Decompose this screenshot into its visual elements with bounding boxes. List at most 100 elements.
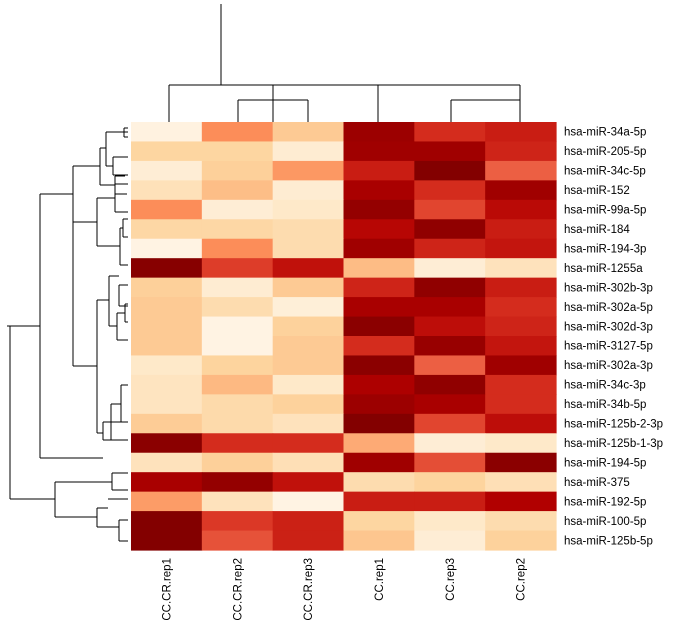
heatmap-cell — [485, 180, 557, 201]
heatmap-cell — [343, 219, 415, 240]
heatmap-cell — [343, 491, 415, 512]
heatmap-cell — [414, 316, 486, 337]
heatmap-cell — [131, 160, 203, 181]
heatmap-cell — [131, 413, 203, 434]
heatmap-cell — [343, 452, 415, 473]
heatmap-cell — [414, 277, 486, 298]
heatmap-cell — [485, 491, 557, 512]
heatmap-cell — [272, 199, 345, 220]
heatmap-cell — [485, 316, 557, 337]
heatmap-cell — [201, 160, 274, 181]
heatmap-cell — [201, 452, 274, 473]
heatmap-cell — [201, 374, 274, 395]
heatmap-cell — [201, 122, 274, 143]
column-dendrogram-left-inner — [237, 85, 309, 122]
heatmap-cell — [201, 413, 274, 434]
column-labels: CC.CR.rep1 CC.CR.rep2 CC.CR.rep3 CC.rep1 CC.… — [161, 558, 527, 621]
heatmap-cell — [414, 394, 486, 415]
row-labels: hsa-miR-34a-5p hsa-miR-205-5p hsa-miR-34c-… — [564, 127, 663, 548]
heatmap-cell — [131, 122, 203, 143]
heatmap-cell — [485, 336, 557, 357]
heatmap-cell — [414, 530, 486, 551]
heatmap-cell — [272, 160, 345, 181]
row-dendrogram-a1a — [105, 131, 124, 167]
heatmap-cell — [414, 180, 486, 201]
heatmap-cell — [272, 180, 345, 201]
row-label: hsa-miR-192-5p — [564, 496, 646, 508]
heatmap-cell — [485, 122, 557, 143]
heatmap-cell — [343, 316, 415, 337]
row-label: hsa-miR-184 — [564, 224, 630, 236]
heatmap-cell — [343, 511, 415, 532]
column-dendrogram-right — [377, 84, 521, 122]
heatmap-cell — [485, 219, 557, 240]
heatmap-cell — [485, 413, 557, 434]
heatmap-cell — [343, 199, 415, 220]
heatmap-cell — [272, 472, 345, 493]
heatmap-cell — [131, 219, 203, 240]
heatmap-cell — [343, 374, 415, 395]
heatmap-cell — [485, 199, 557, 220]
heatmap-cell — [343, 297, 415, 318]
row-label: hsa-miR-194-5p — [564, 457, 646, 469]
heatmap-cell — [201, 433, 274, 454]
heatmap-cell — [414, 219, 486, 240]
heatmap-cell — [343, 277, 415, 298]
column-dendrogram-left — [168, 84, 274, 122]
heatmap-cell — [343, 472, 415, 493]
heatmap-cell — [131, 530, 203, 551]
heatmap-cell — [201, 277, 274, 298]
heatmap-cell — [131, 355, 203, 376]
heatmap-cell — [131, 491, 203, 512]
heatmap-cell — [201, 336, 274, 357]
heatmap-cell — [131, 199, 203, 220]
heatmap-cell — [131, 180, 203, 201]
heatmap-cell — [131, 433, 203, 454]
heatmap-cell — [485, 530, 557, 551]
heatmap-cell — [131, 511, 203, 532]
heatmap-cell — [201, 316, 274, 337]
row-dendrogram-upper-a — [72, 165, 100, 223]
heatmap-cell — [201, 394, 274, 415]
heatmap-cell — [414, 491, 486, 512]
heatmap-cell — [485, 433, 557, 454]
heatmap-cell — [343, 141, 415, 162]
heatmap-cell — [485, 141, 557, 162]
heatmap-cell — [201, 530, 274, 551]
column-label: CC.rep3 — [445, 558, 457, 601]
heatmap-cell — [343, 413, 415, 434]
row-label: hsa-miR-302b-3p — [564, 282, 653, 294]
column-dendrogram-right-inner — [450, 99, 521, 122]
heatmap-cell — [272, 511, 345, 532]
heatmap-cell — [201, 199, 274, 220]
heatmap-cell — [414, 141, 486, 162]
heatmap-cell — [131, 336, 203, 357]
row-label: hsa-miR-99a-5p — [564, 205, 646, 217]
heatmap-cell — [414, 511, 486, 532]
heatmap-cell — [131, 141, 203, 162]
heatmap-cell — [201, 180, 274, 201]
heatmap-cell — [414, 297, 486, 318]
row-dendrogram-b1 — [108, 275, 119, 327]
heatmap-cell — [485, 472, 557, 493]
row-label: hsa-miR-125b-5p — [564, 535, 653, 547]
heatmap-cell — [485, 394, 557, 415]
row-label: hsa-miR-302a-5p — [564, 302, 653, 314]
heatmap-cell — [131, 258, 203, 279]
row-label: hsa-miR-1255a — [564, 263, 643, 275]
heatmap-cell — [201, 491, 274, 512]
heatmap-cell — [201, 141, 274, 162]
heatmap-cell — [343, 258, 415, 279]
heatmap-cell — [201, 355, 274, 376]
heatmap-cell — [343, 238, 415, 259]
heatmap-cell — [272, 491, 345, 512]
heatmap-cell — [272, 433, 345, 454]
heatmap-cell — [272, 452, 345, 473]
heatmap-cell — [414, 199, 486, 220]
heatmap-cell — [414, 160, 486, 181]
heatmap-cell — [201, 472, 274, 493]
heatmap-cell — [272, 374, 345, 395]
row-label: hsa-miR-302d-3p — [564, 321, 653, 333]
heatmap-cell — [414, 238, 486, 259]
